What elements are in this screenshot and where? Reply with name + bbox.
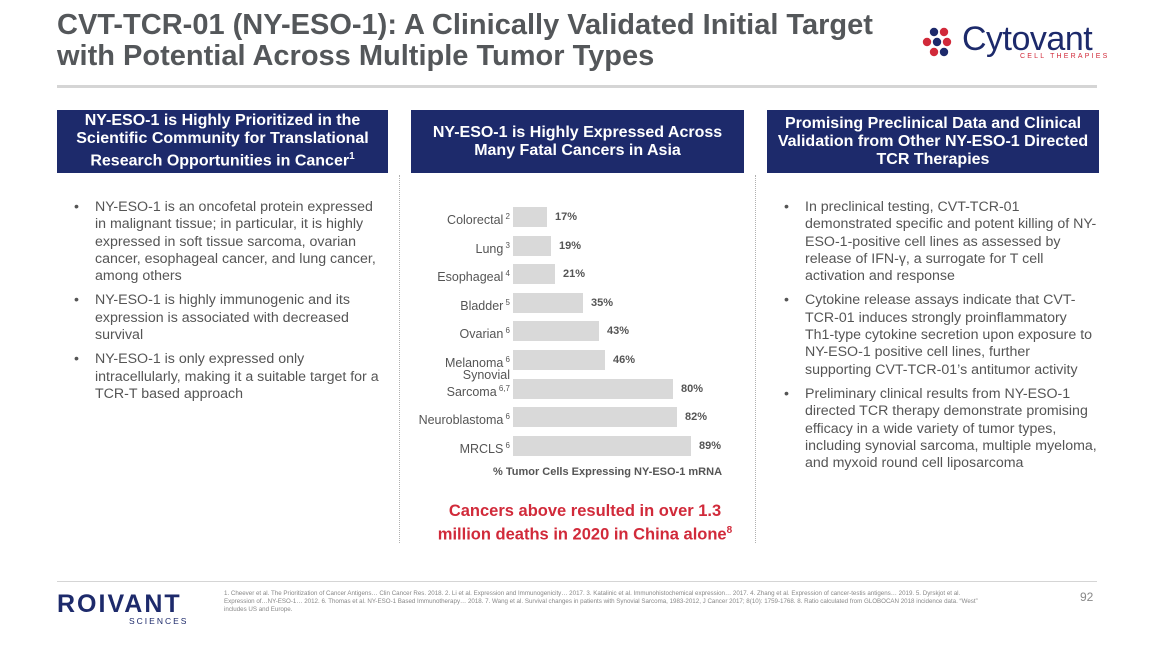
chart-category-label: Ovarian 6 <box>459 326 510 342</box>
list-item: NY-ESO-1 is highly immunogenic and its e… <box>57 292 387 344</box>
left-column-header-footnote: 1 <box>349 151 355 163</box>
footer-divider <box>57 581 1097 582</box>
chart-value-label: 43% <box>607 325 630 338</box>
roivant-logo: ROIVANT SCIENCES <box>57 590 192 626</box>
roivant-wordmark: ROIVANT <box>57 590 182 618</box>
chart-bar <box>513 264 555 285</box>
page-number: 92 <box>1080 590 1094 604</box>
list-item: NY-ESO-1 is an oncofetal protein express… <box>57 199 387 285</box>
cytovant-logo: Cytovant CELL THERAPIES <box>922 20 1107 64</box>
chart-value-label: 19% <box>559 239 582 252</box>
chart-category-label: Bladder 5 <box>460 297 510 313</box>
chart-bar <box>513 321 599 342</box>
chart-value-label: 89% <box>699 439 722 452</box>
chart-category-label: Synovial Sarcoma 6,7 <box>446 367 510 399</box>
chart-category-label: Esophageal 4 <box>437 269 510 285</box>
chart-bar <box>513 235 551 256</box>
middle-column-header: NY-ESO-1 is Highly Expressed Across Many… <box>411 110 744 173</box>
column-divider-left <box>399 175 400 543</box>
chart-bar <box>513 378 673 399</box>
chart-bar <box>513 407 677 428</box>
chart-value-label: 21% <box>563 268 586 281</box>
chart-category-label: Colorectal 2 <box>447 212 510 228</box>
chart-bar <box>513 292 583 313</box>
cytovant-tagline: CELL THERAPIES <box>1020 53 1110 60</box>
cytovant-dots-icon <box>922 27 952 57</box>
roivant-sub-wordmark: SCIENCES <box>129 616 189 626</box>
expression-bar-chart: Colorectal 2 17% Lung 3 19% Esophageal 4 21% B… <box>413 198 743 488</box>
column-divider-right <box>755 175 756 543</box>
left-bullet-list: NY-ESO-1 is an oncofetal protein express… <box>57 199 387 410</box>
chart-value-label: 82% <box>685 411 708 424</box>
slide-title-line-2: with Potential Across Multiple Tumor Typ… <box>57 40 655 72</box>
chart-category-label: MRCLS 6 <box>459 440 510 456</box>
chart-x-axis-label: % Tumor Cells Expressing NY-ESO-1 mRNA <box>493 466 723 478</box>
title-divider <box>57 85 1097 88</box>
chart-bar <box>513 435 691 456</box>
chart-value-label: 17% <box>555 211 578 223</box>
left-column-header-text: NY-ESO-1 is Highly Prioritized in the Sc… <box>76 112 369 170</box>
chart-category-label: Melanoma 6 <box>444 355 510 371</box>
china-deaths-callout: Cancers above resulted in over 1.3 milli… <box>425 502 745 545</box>
list-item: NY-ESO-1 is only expressed only intracel… <box>57 351 387 403</box>
footnote-references: 1. Cheever et al. The Prioritization of … <box>224 590 978 614</box>
chart-category-label: Lung 3 <box>475 240 510 256</box>
right-bullet-list: In preclinical testing, CVT-TCR-01 demon… <box>767 199 1097 479</box>
slide-title-line-1: CVT-TCR-01 (NY-ESO-1): A Clinically Vali… <box>57 9 873 41</box>
chart-bar <box>513 207 547 227</box>
chart-bar <box>513 350 605 370</box>
list-item: Cytokine release assays indicate that CV… <box>767 292 1097 378</box>
callout-text: Cancers above resulted in over 1.3 milli… <box>437 502 727 544</box>
chart-value-label: 46% <box>613 354 636 366</box>
right-column-header: Promising Preclinical Data and Clinical … <box>767 110 1099 173</box>
list-item: In preclinical testing, CVT-TCR-01 demon… <box>767 199 1097 285</box>
left-column-header: NY-ESO-1 is Highly Prioritized in the Sc… <box>57 110 388 173</box>
chart-value-label: 35% <box>591 296 614 309</box>
chart-value-label: 80% <box>681 382 704 395</box>
slide-title: CVT-TCR-01 (NY-ESO-1): A Clinically Vali… <box>57 10 897 72</box>
callout-footnote: 8 <box>726 525 733 536</box>
list-item: Preliminary clinical results from NY-ESO… <box>767 386 1097 472</box>
chart-category-label: Neuroblastoma 6 <box>418 412 510 428</box>
cytovant-wordmark: Cytovant <box>962 20 1093 58</box>
